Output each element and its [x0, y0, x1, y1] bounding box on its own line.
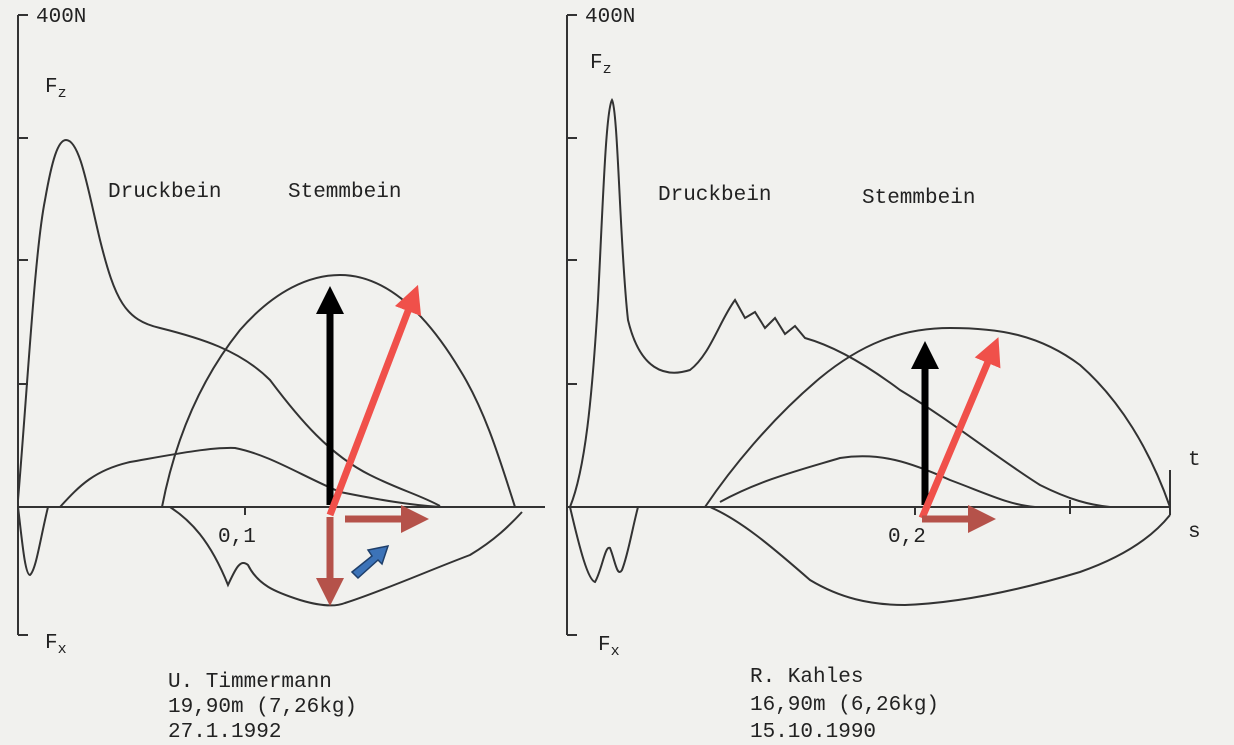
text: x	[611, 643, 620, 660]
y-max: 400N	[36, 6, 86, 29]
arrow	[350, 545, 390, 580]
curve-label: Druckbein	[108, 181, 221, 204]
caption: 19,90m (7,26kg)	[168, 696, 357, 719]
axis-label: s	[1188, 521, 1201, 544]
ticks	[567, 14, 1171, 636]
text: z	[603, 61, 612, 78]
caption: 16,90m (6,26kg)	[750, 694, 939, 717]
curve-label: Stemmbein	[862, 187, 975, 210]
caption: 15.10.1990	[750, 721, 876, 744]
curve-druckbein	[59, 446, 441, 508]
y-max: 400N	[585, 6, 635, 29]
text: F	[598, 634, 611, 657]
left-chart: 400N Fz Fx Druckbein Stemmbein 0,1 U. Ti…	[17, 6, 545, 744]
fz-label: Fz	[45, 76, 67, 102]
curve-druckbein	[719, 455, 1036, 508]
text: x	[58, 641, 67, 658]
x-tick-label: 0,1	[218, 526, 256, 549]
fx-label: Fx	[598, 634, 620, 660]
curve-fx	[569, 506, 1171, 607]
caption: U. Timmermann	[168, 671, 332, 694]
caption: 27.1.1992	[168, 721, 281, 744]
axis-label: t	[1188, 449, 1201, 472]
curve-fx	[17, 506, 523, 607]
curve-stemmbein	[161, 273, 516, 508]
text: F	[45, 76, 58, 99]
arrow	[918, 337, 1001, 520]
fx-label: Fx	[45, 632, 67, 658]
text: F	[45, 632, 58, 655]
text: z	[58, 85, 67, 102]
arrow	[326, 284, 422, 517]
text: F	[590, 52, 603, 75]
curve-label: Stemmbein	[288, 181, 401, 204]
fz-label: Fz	[590, 52, 612, 78]
curve-label: Druckbein	[658, 184, 771, 207]
right-chart: 400N Fz Fx Druckbein Stemmbein 0,2 t s R…	[566, 6, 1201, 744]
curve-stemmbein	[704, 326, 1171, 508]
ticks	[18, 14, 246, 636]
x-tick-label: 0,2	[888, 526, 926, 549]
caption: R. Kahles	[750, 666, 863, 689]
